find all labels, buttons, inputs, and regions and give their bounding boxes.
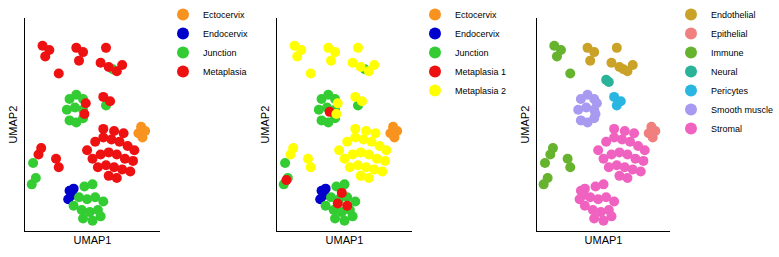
svg-text:Pericytes: Pericytes — [711, 86, 749, 96]
svg-text:Endocervix: Endocervix — [203, 29, 248, 39]
svg-text:Endocervix: Endocervix — [455, 29, 500, 39]
svg-text:UMAP1: UMAP1 — [74, 234, 112, 246]
svg-text:Junction: Junction — [203, 48, 237, 58]
svg-text:Metaplasia: Metaplasia — [203, 67, 247, 77]
svg-text:UMAP1: UMAP1 — [585, 234, 623, 246]
svg-text:Junction: Junction — [455, 48, 489, 58]
svg-text:Epithelial: Epithelial — [711, 29, 748, 39]
svg-text:UMAP2: UMAP2 — [7, 106, 19, 144]
svg-text:Ectocervix: Ectocervix — [455, 10, 497, 20]
svg-text:Endothelial: Endothelial — [711, 10, 756, 20]
svg-text:Stromal: Stromal — [711, 124, 742, 134]
svg-text:Immune: Immune — [711, 48, 744, 58]
svg-text:UMAP2: UMAP2 — [259, 106, 271, 144]
svg-text:Metaplasia 1: Metaplasia 1 — [455, 67, 506, 77]
svg-text:Neural: Neural — [711, 67, 738, 77]
svg-text:UMAP1: UMAP1 — [326, 234, 364, 246]
svg-text:Metaplasia 2: Metaplasia 2 — [455, 86, 506, 96]
svg-text:UMAP2: UMAP2 — [519, 106, 531, 144]
svg-text:Smooth muscle: Smooth muscle — [711, 105, 773, 115]
svg-text:Ectocervix: Ectocervix — [203, 10, 245, 20]
